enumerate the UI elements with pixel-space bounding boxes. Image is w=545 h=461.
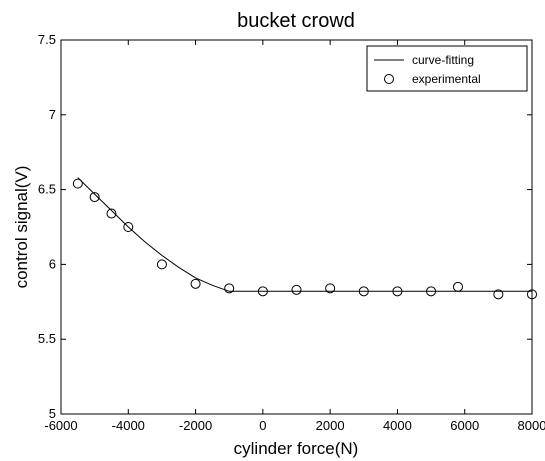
chart-title: bucket crowd [237,10,355,32]
data-point-experimental [392,286,403,297]
y-tick-label: 6.5 [38,182,56,197]
data-point-experimental [527,289,537,300]
legend-label-experimental: experimental [412,72,481,86]
data-point-experimental [257,286,268,297]
series-line-curve-fitting [77,177,532,292]
data-point-experimental [452,281,463,292]
x-tick-label: -2000 [179,418,212,433]
data-point-experimental [493,289,504,300]
legend-label-curve-fitting: curve-fitting [412,53,474,67]
y-tick-label: 5.5 [38,331,56,346]
y-tick-label: 7.5 [38,32,56,47]
x-tick-label: 8000 [518,418,545,433]
plot-frame [60,39,533,415]
data-point-experimental [89,192,100,203]
y-axis-label: control signal(V) [12,166,31,289]
data-point-experimental [325,283,336,294]
x-tick-label: 2000 [316,418,345,433]
x-tick-label: 4000 [383,418,412,433]
data-point-experimental [72,178,83,189]
x-tick-label: 6000 [450,418,479,433]
data-point-experimental [426,286,437,297]
y-tick-label: 6 [49,256,56,271]
x-tick-label: -4000 [112,418,145,433]
y-tick-label: 7 [49,107,56,122]
data-point-experimental [190,278,201,289]
data-point-experimental [106,208,117,219]
y-tick-label: 5 [49,406,56,421]
legend: curve-fitting experimental [366,45,528,92]
x-tick-label: 0 [259,418,266,433]
data-point-experimental [156,259,167,270]
x-axis-label: cylinder force(N) [234,439,359,458]
data-point-experimental [123,222,134,232]
x-tick-label: -6000 [44,418,77,433]
data-point-experimental [358,286,369,297]
data-point-experimental [291,284,302,295]
data-point-experimental [224,283,235,294]
legend-marker-swatch [384,74,394,84]
legend-box [366,45,528,92]
